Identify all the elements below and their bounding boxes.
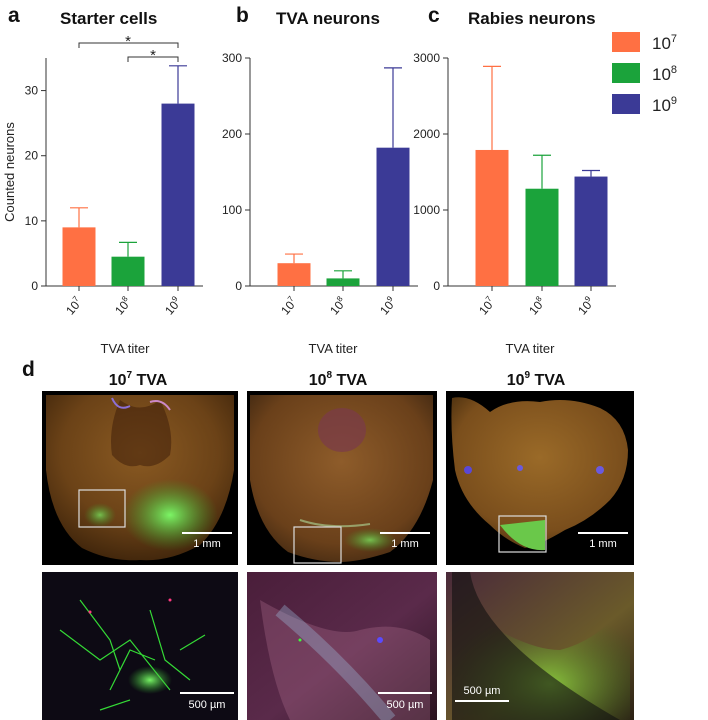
micrograph-1e8-overview: 1 mm: [247, 391, 437, 565]
legend-label-1e7: 107: [652, 33, 677, 53]
y-tick-label: 3000: [413, 51, 440, 65]
bar: [161, 103, 195, 286]
column-title-1e9: 109 TVA: [507, 370, 566, 389]
panel-letter-a: a: [8, 4, 20, 27]
significance-star-1: *: [125, 33, 131, 50]
legend: 107 108 109: [612, 32, 677, 115]
micrograph-1e9-overview: 1 mm: [446, 391, 634, 565]
zoom-box-1e8: [293, 526, 342, 564]
y-tick-label: 1000: [413, 203, 440, 217]
y-tick-label: 100: [222, 203, 242, 217]
legend-swatch-1e9: [612, 94, 640, 114]
scale-label-1e8-top: 1 mm: [391, 538, 419, 550]
y-tick-label: 200: [222, 127, 242, 141]
x-tick-label: 109: [376, 294, 399, 318]
bar: [111, 256, 145, 286]
x-tick-label: 107: [62, 294, 85, 318]
micrograph-1e7-overview: 1 mm: [42, 391, 238, 565]
x-tick-label: 107: [475, 294, 498, 318]
scale-bar-1e8-top: [380, 532, 430, 534]
scale-bar-1e7-top: [182, 532, 232, 534]
panel-title-a: Starter cells: [60, 9, 157, 28]
bar: [376, 147, 410, 286]
panel-letter-d: d: [22, 358, 35, 381]
bar: [525, 188, 559, 286]
zoom-box-1e9: [498, 515, 547, 553]
x-axis-label-c: TVA titer: [506, 341, 556, 356]
x-tick-label: 109: [574, 294, 597, 318]
legend-label-1e9: 109: [652, 95, 677, 115]
x-tick-label: 107: [277, 294, 300, 318]
scale-label-1e7-top: 1 mm: [193, 538, 221, 550]
micrograph-1e8-zoom: 500 µm: [247, 572, 437, 720]
panel-title-c: Rabies neurons: [468, 9, 596, 28]
column-title-1e8: 108 TVA: [309, 370, 368, 389]
legend-swatch-1e8: [612, 63, 640, 83]
scale-bar-1e7-bottom: [180, 692, 234, 694]
scale-bar-1e9-top: [578, 532, 628, 534]
y-tick-label: 30: [25, 84, 39, 98]
x-tick-label: 108: [326, 294, 349, 318]
x-tick-label: 109: [161, 294, 184, 318]
legend-swatch-1e7: [612, 32, 640, 52]
y-tick-label: 300: [222, 51, 242, 65]
bar: [62, 227, 96, 286]
x-tick-label: 108: [525, 294, 548, 318]
x-tick-label: 108: [111, 294, 134, 318]
scale-label-1e7-bottom: 500 µm: [189, 699, 226, 711]
micrograph-1e7-zoom: 500 µm: [42, 572, 238, 720]
panel-title-b: TVA neurons: [276, 9, 380, 28]
bar: [326, 278, 360, 286]
x-axis-label-b: TVA titer: [309, 341, 359, 356]
x-axis-label-a: TVA titer: [101, 341, 151, 356]
chart-rabies-neurons: 0 1000 2000 3000 107 108 109: [413, 51, 616, 318]
y-tick-label: 10: [25, 214, 39, 228]
y-tick-label: 0: [235, 279, 242, 293]
y-axis-label: Counted neurons: [2, 122, 17, 222]
chart-tva-neurons: 0 100 200 300 107 108 109: [222, 51, 418, 318]
column-title-1e7: 107 TVA: [109, 370, 168, 389]
significance-brackets: [78, 42, 179, 62]
zoom-box-1e7: [78, 489, 126, 528]
y-tick-label: 2000: [413, 127, 440, 141]
y-tick-label: 0: [31, 279, 38, 293]
scale-label-1e9-top: 1 mm: [589, 538, 617, 550]
bar: [475, 149, 509, 286]
bar: [277, 263, 311, 286]
scale-bar-1e9-bottom: [455, 700, 509, 702]
chart-starter-cells: 0 10 20 30 107 108 109: [25, 58, 203, 318]
y-tick-label: 20: [25, 149, 39, 163]
bar: [574, 176, 608, 286]
micrograph-1e9-zoom: 500 µm: [446, 572, 634, 720]
legend-label-1e8: 108: [652, 64, 677, 84]
panel-letter-c: c: [428, 4, 440, 27]
panel-letter-b: b: [236, 4, 249, 27]
y-tick-label: 0: [433, 279, 440, 293]
scale-bar-1e8-bottom: [378, 692, 432, 694]
scale-label-1e9-bottom: 500 µm: [464, 685, 501, 697]
scale-label-1e8-bottom: 500 µm: [387, 699, 424, 711]
significance-star-2: *: [150, 47, 156, 64]
